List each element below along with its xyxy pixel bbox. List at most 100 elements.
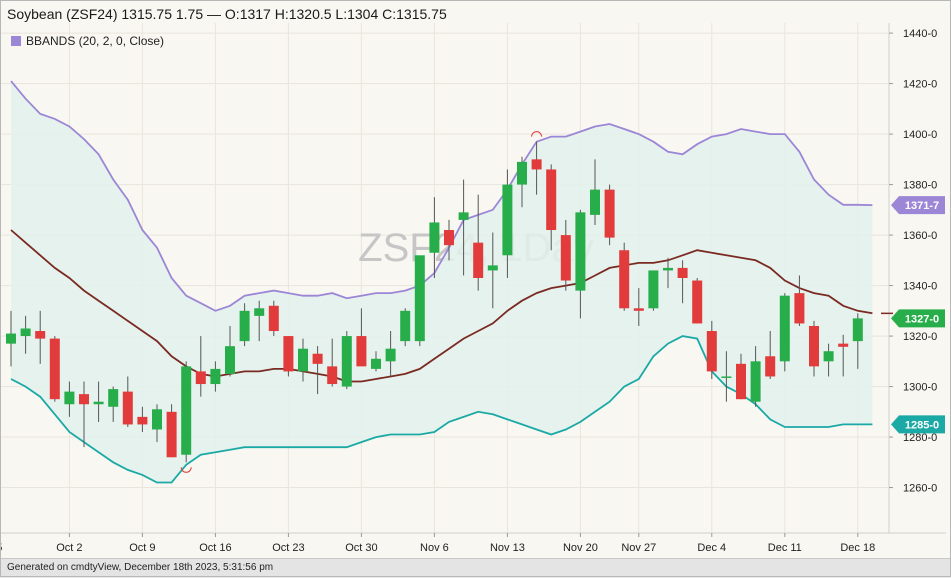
upper-band-line	[10, 80, 873, 312]
candle-body	[502, 184, 513, 256]
candle	[64, 381, 75, 417]
price-tag-label: 1285-0	[905, 419, 939, 431]
y-tick-label: 1300-0	[903, 382, 937, 394]
candle-body	[137, 416, 148, 425]
candle	[779, 293, 790, 372]
candle-body	[779, 295, 790, 362]
candle-body	[225, 346, 235, 374]
candle	[473, 194, 484, 291]
candle-body	[356, 336, 367, 367]
x-tick-label: Oct 9	[129, 542, 155, 554]
candle	[35, 310, 46, 364]
candle-body	[692, 280, 703, 324]
x-tick-label: Oct 23	[272, 542, 304, 554]
candle-body	[108, 389, 119, 407]
candle-body	[49, 338, 60, 400]
bbands-legend[interactable]: BBANDS (20, 2, 0, Close)	[11, 34, 164, 48]
candle-body	[487, 265, 498, 271]
candle	[181, 361, 192, 463]
candle	[108, 386, 119, 422]
high-marker	[531, 131, 543, 137]
price-tag-shape	[891, 196, 945, 215]
candle	[152, 404, 162, 443]
x-tick-label: Nov 13	[490, 542, 525, 554]
candle	[283, 336, 294, 377]
candle-body	[341, 336, 352, 387]
candle-body	[35, 331, 46, 339]
candle	[225, 325, 235, 377]
candle	[371, 351, 381, 372]
candle	[166, 404, 177, 458]
candle-body	[721, 376, 732, 378]
candle	[706, 320, 717, 379]
candle-body	[765, 356, 776, 377]
candle-body	[20, 328, 31, 337]
candle	[429, 197, 440, 278]
candle-body	[517, 161, 527, 185]
lower-band-line	[10, 335, 873, 484]
candle-body	[736, 363, 746, 400]
bbands-legend-label: BBANDS (20, 2, 0, Close)	[26, 34, 165, 48]
x-tick-label: Dec 18	[840, 542, 875, 554]
candle-body	[633, 308, 644, 311]
candle-body	[838, 343, 849, 347]
candle	[575, 209, 586, 319]
bollinger-band-fill	[11, 81, 873, 483]
bbands-legend-swatch	[11, 36, 21, 46]
y-tick-label: 1360-0	[903, 230, 937, 242]
candle	[852, 313, 863, 369]
x-tick-label: Dec 4	[697, 542, 726, 554]
candle-body	[79, 394, 89, 405]
candle-body	[458, 212, 469, 220]
candle	[414, 255, 425, 347]
candle	[502, 169, 513, 278]
candle-body	[604, 189, 615, 238]
y-tick-label: 1320-0	[903, 331, 937, 343]
candle-body	[560, 235, 571, 281]
candle-body	[371, 358, 381, 369]
candle-body	[122, 391, 133, 425]
x-tick-label: 5	[1, 542, 2, 554]
candle	[809, 320, 819, 377]
candle	[268, 300, 279, 337]
candle-body	[546, 169, 557, 231]
candle-body	[385, 348, 396, 362]
candle-body	[210, 368, 221, 385]
candle	[633, 288, 644, 326]
candle-body	[166, 411, 177, 458]
candle	[49, 336, 60, 402]
candle	[736, 353, 746, 400]
candle-body	[823, 351, 834, 362]
x-tick-label: Nov 6	[420, 542, 449, 554]
candle	[385, 331, 396, 377]
candle-body	[750, 361, 761, 402]
candle	[239, 303, 250, 347]
candle	[444, 219, 454, 261]
candle-body	[794, 293, 805, 324]
price-tag-last: 1327-0	[891, 309, 945, 328]
candle-body	[152, 409, 162, 430]
candle	[327, 338, 338, 387]
candle	[195, 336, 206, 397]
candle	[6, 310, 16, 367]
y-tick-label: 1440-0	[903, 28, 937, 40]
price-tag-label: 1371-7	[905, 200, 939, 212]
candle-body	[575, 212, 586, 291]
candle	[648, 270, 659, 311]
x-tick-label: Nov 20	[563, 542, 598, 554]
y-tick-label: 1280-0	[903, 432, 937, 444]
candle	[750, 346, 761, 407]
candle-body	[531, 159, 542, 170]
candle-body	[429, 222, 440, 253]
candle-body	[254, 308, 265, 316]
x-tick-label: Oct 2	[56, 542, 82, 554]
candle	[677, 260, 688, 304]
price-tag-shape	[891, 415, 945, 434]
candle	[254, 300, 265, 342]
candle	[663, 257, 673, 289]
price-tag-label: 1327-0	[905, 313, 939, 325]
candle-body	[181, 366, 192, 455]
price-tag-upper: 1371-7	[891, 196, 945, 215]
